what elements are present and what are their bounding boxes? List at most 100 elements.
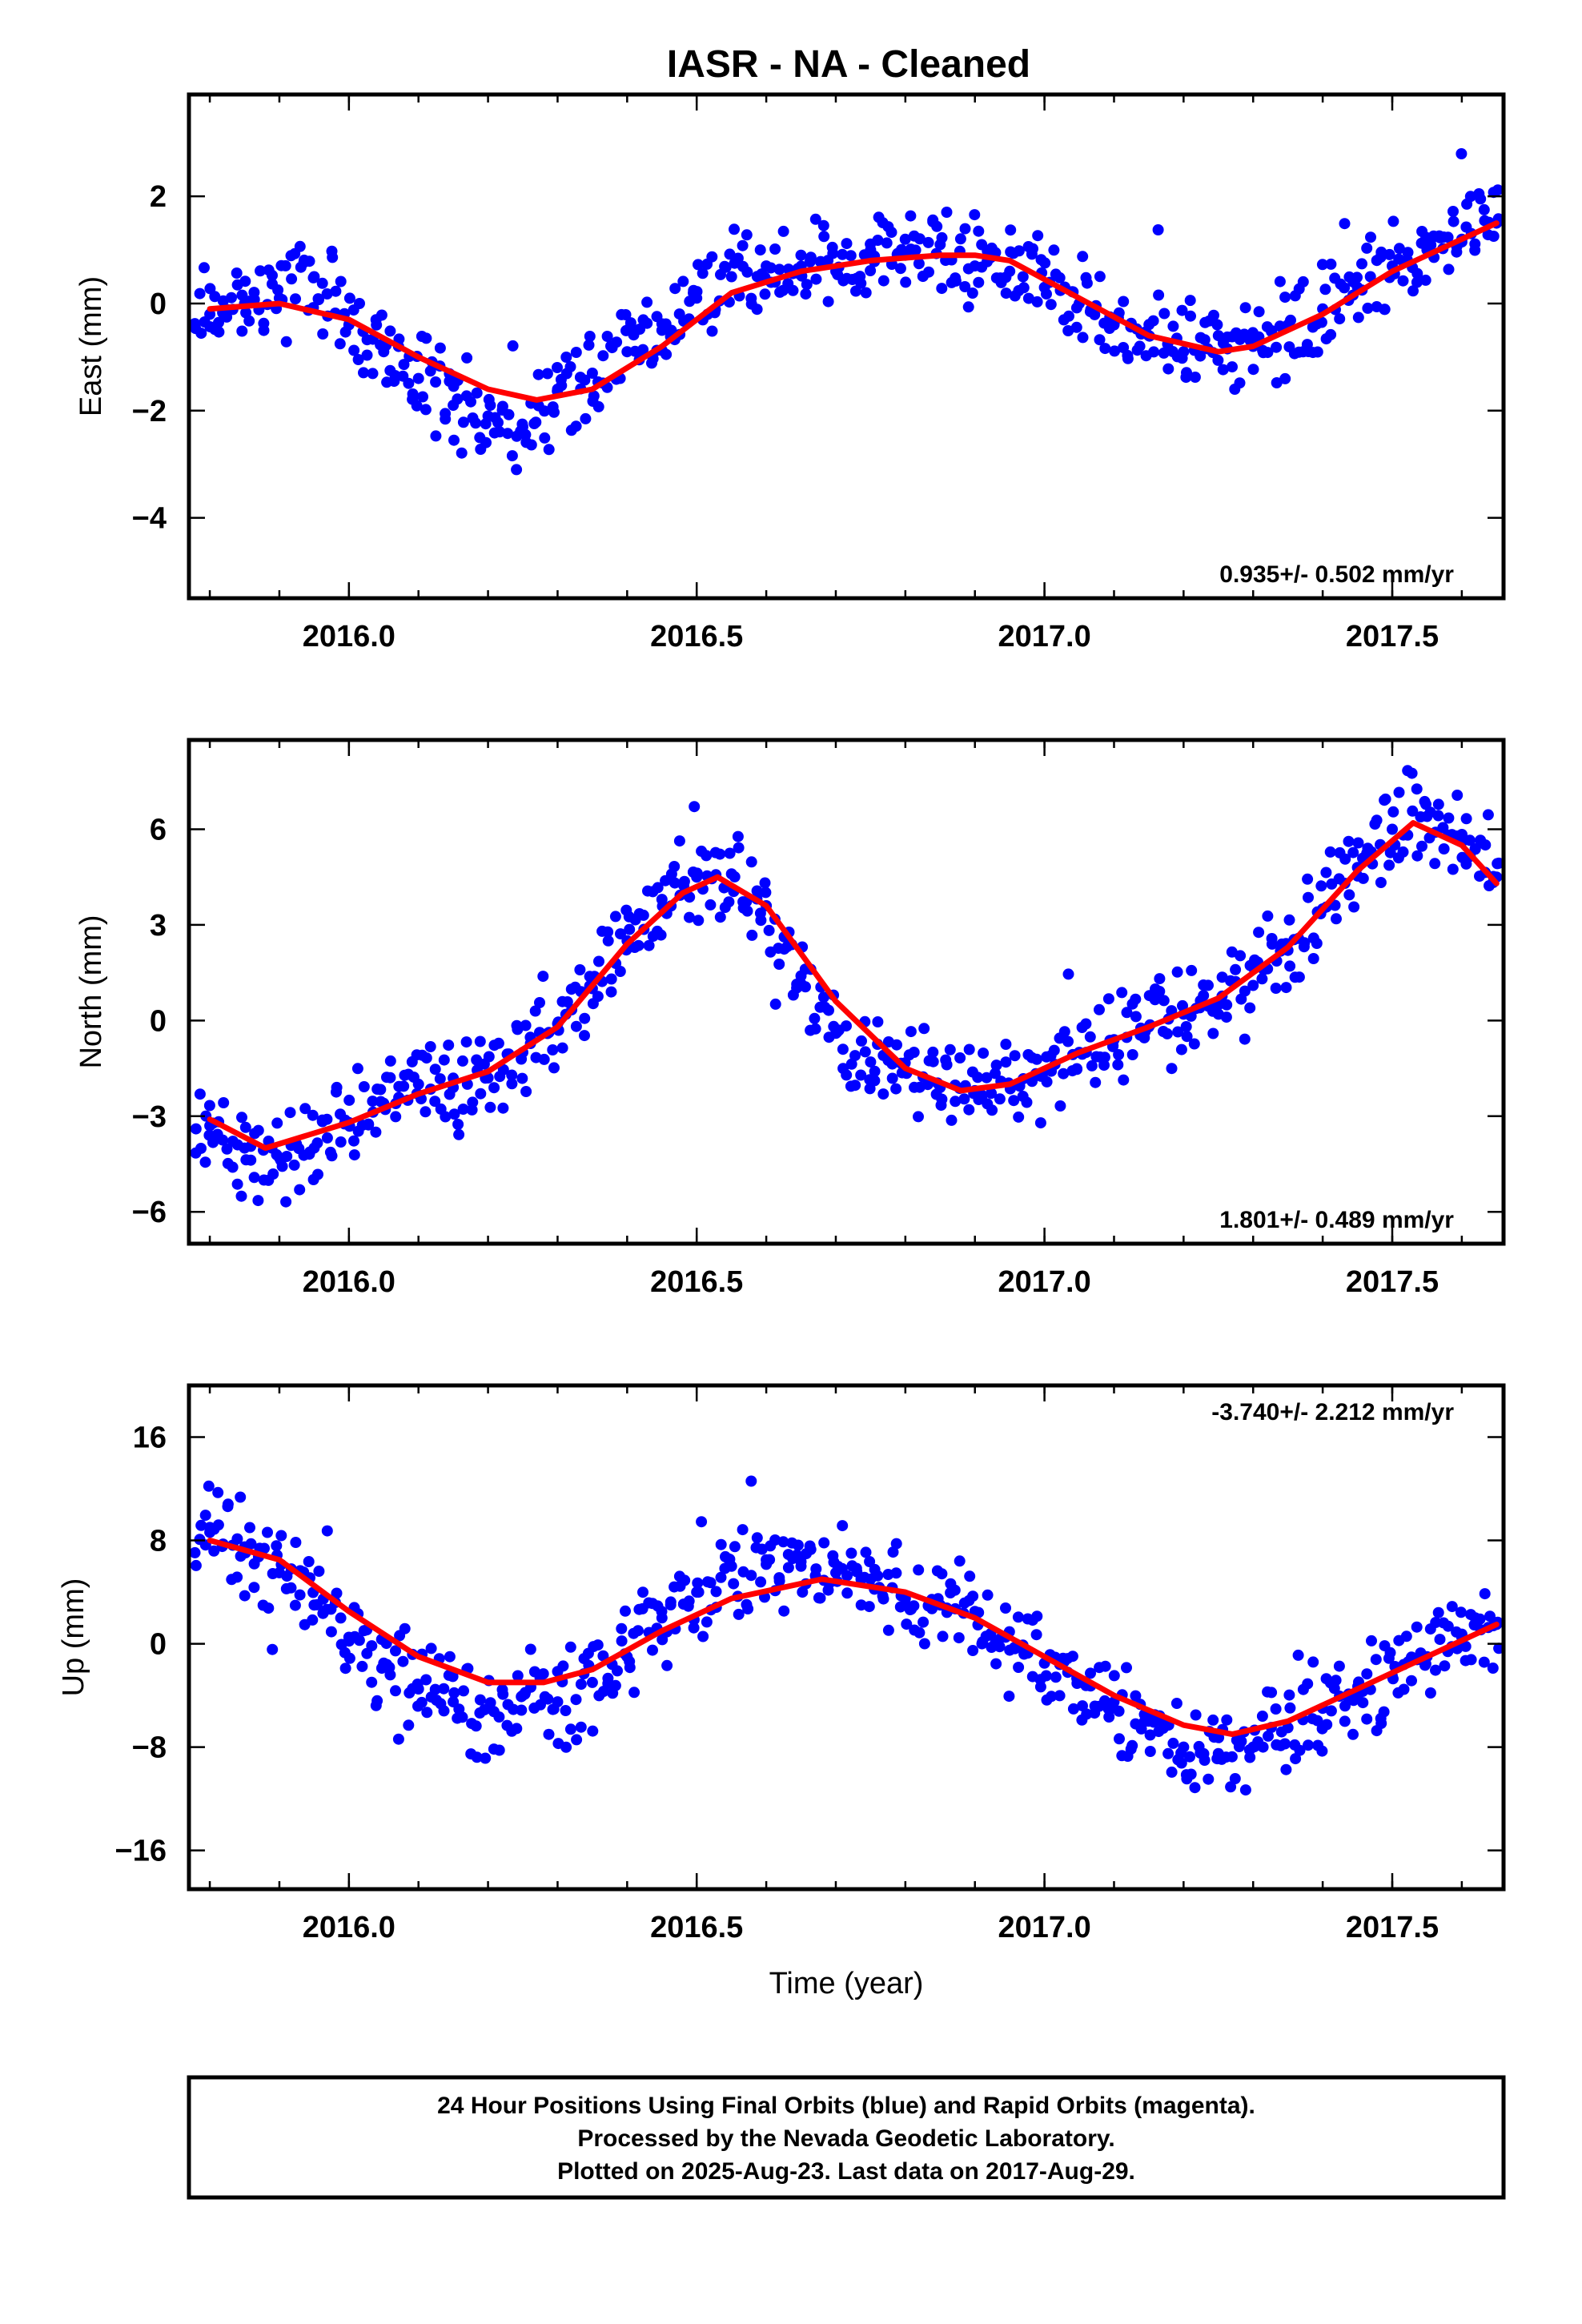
data-point — [1048, 244, 1060, 256]
data-point — [1270, 983, 1282, 994]
y-tick-label: 0 — [150, 1004, 167, 1038]
data-point — [706, 251, 718, 263]
data-point — [800, 288, 812, 300]
data-point — [679, 1574, 691, 1586]
data-point — [1480, 839, 1492, 851]
data-point — [541, 368, 553, 380]
data-point — [307, 1614, 319, 1626]
data-point — [855, 1069, 867, 1081]
data-point — [1185, 310, 1196, 322]
data-point — [1158, 995, 1170, 1007]
data-point — [1419, 795, 1431, 807]
data-point — [967, 1590, 979, 1602]
data-point — [913, 1626, 926, 1638]
data-point — [213, 316, 224, 328]
data-point — [231, 1139, 243, 1151]
data-point — [484, 400, 496, 412]
data-point — [1325, 1705, 1337, 1717]
data-point — [1302, 873, 1314, 885]
data-point — [615, 928, 626, 940]
data-point — [1316, 1745, 1328, 1757]
data-point — [693, 1586, 705, 1598]
data-point — [307, 271, 319, 283]
data-point — [1094, 271, 1106, 283]
data-point — [1364, 271, 1376, 283]
data-point — [760, 887, 772, 899]
data-point — [560, 1705, 572, 1716]
data-point — [1257, 1741, 1269, 1753]
data-point — [1256, 973, 1268, 985]
data-point — [425, 1642, 437, 1655]
data-point — [520, 428, 532, 440]
data-point — [1199, 334, 1211, 346]
data-point — [286, 273, 298, 285]
data-point — [1378, 1706, 1390, 1718]
data-point — [483, 1051, 495, 1063]
data-point — [1411, 850, 1423, 862]
data-point — [678, 875, 690, 887]
y-axis-label: Up (mm) — [57, 1578, 90, 1697]
data-point — [1320, 866, 1332, 879]
data-point — [1446, 1601, 1458, 1613]
data-point — [538, 1053, 550, 1065]
data-point — [1347, 1728, 1359, 1740]
data-point — [1046, 1691, 1058, 1703]
data-point — [1285, 314, 1296, 326]
data-point — [537, 1668, 549, 1680]
data-point — [1387, 806, 1399, 818]
data-point — [194, 1088, 206, 1100]
data-point — [1009, 1050, 1021, 1062]
data-point — [1032, 230, 1044, 242]
data-point — [665, 324, 677, 336]
data-point — [1424, 1687, 1436, 1699]
data-point — [1144, 1729, 1156, 1741]
data-point — [669, 861, 681, 872]
data-point — [267, 1168, 279, 1180]
data-point — [587, 1725, 599, 1737]
data-point — [564, 1641, 576, 1653]
data-point — [420, 332, 432, 344]
data-point — [1198, 990, 1210, 1002]
data-point — [289, 1599, 301, 1611]
data-point — [1166, 1766, 1178, 1778]
data-point — [1171, 966, 1183, 978]
data-point — [1478, 1656, 1490, 1668]
data-point — [255, 265, 266, 277]
data-point — [1262, 347, 1274, 359]
data-point — [194, 287, 206, 300]
data-point — [259, 1542, 270, 1554]
data-point — [1080, 1018, 1092, 1030]
data-point — [267, 1643, 279, 1655]
data-point — [1013, 1111, 1025, 1123]
data-point — [890, 1567, 902, 1579]
data-point — [1492, 184, 1504, 196]
data-point — [190, 1559, 202, 1571]
data-point — [763, 924, 775, 936]
data-point — [529, 1005, 541, 1017]
data-point — [733, 1608, 745, 1620]
data-point — [1018, 282, 1030, 294]
data-point — [497, 1063, 509, 1076]
data-point — [1180, 1021, 1192, 1032]
data-point — [1041, 288, 1052, 300]
data-point — [751, 304, 763, 316]
data-point — [465, 396, 476, 408]
data-point — [1425, 239, 1437, 251]
data-point — [624, 923, 636, 935]
data-point — [417, 391, 428, 403]
data-point — [877, 275, 889, 287]
x-tick-label: 2016.0 — [303, 1911, 396, 1944]
data-point — [311, 1137, 323, 1149]
data-point — [837, 248, 849, 260]
data-point — [1279, 1738, 1291, 1750]
data-point — [1158, 347, 1170, 359]
data-point — [390, 1685, 401, 1697]
data-point — [227, 1161, 239, 1173]
data-point — [1162, 1747, 1174, 1759]
data-point — [724, 1554, 736, 1566]
rate-label: -3.740+/- 2.212 mm/yr — [1211, 1399, 1454, 1425]
data-point — [484, 1697, 496, 1709]
data-point — [1411, 276, 1423, 288]
data-point — [375, 1084, 387, 1096]
data-point — [908, 1047, 920, 1058]
